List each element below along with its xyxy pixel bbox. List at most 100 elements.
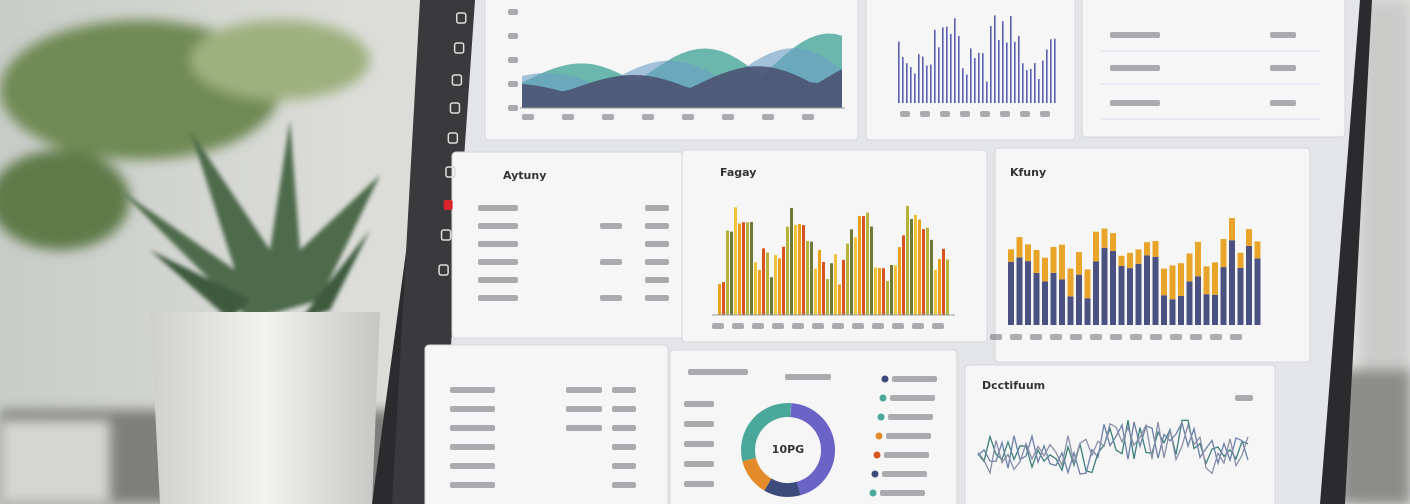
text-placeholder	[566, 387, 602, 393]
bar	[802, 225, 805, 315]
bar	[1178, 295, 1184, 325]
bar	[910, 219, 913, 315]
text-placeholder	[602, 114, 614, 120]
bar	[922, 56, 924, 103]
bar	[970, 48, 972, 103]
text-placeholder	[1040, 111, 1050, 117]
bar	[1059, 244, 1065, 280]
text-placeholder	[684, 401, 714, 407]
bar	[1237, 252, 1244, 268]
bar	[1050, 272, 1057, 325]
bar	[902, 57, 904, 103]
bar	[1093, 261, 1099, 325]
text-placeholder	[478, 223, 518, 229]
bar	[770, 277, 773, 315]
bar	[1254, 241, 1261, 259]
text-placeholder	[1030, 334, 1042, 340]
bar	[842, 259, 845, 315]
bar	[786, 226, 789, 315]
sidebar-icon	[447, 132, 459, 144]
bar	[1010, 16, 1012, 103]
text-placeholder	[940, 111, 950, 117]
text-placeholder	[478, 241, 518, 247]
text-placeholder	[1270, 32, 1296, 38]
bar	[1076, 274, 1082, 325]
text-placeholder	[890, 395, 935, 401]
text-placeholder	[712, 323, 724, 329]
text-placeholder	[1210, 334, 1222, 340]
bar	[978, 52, 980, 103]
text-placeholder	[508, 33, 518, 39]
text-placeholder	[732, 323, 744, 329]
legend-dot	[873, 451, 881, 459]
bar	[974, 58, 976, 103]
legend-dot	[879, 394, 887, 402]
bar	[810, 241, 813, 315]
bar	[1246, 245, 1252, 325]
bar	[998, 40, 1000, 103]
text-placeholder	[892, 323, 904, 329]
text-placeholder	[1010, 334, 1022, 340]
bar	[886, 281, 889, 315]
text-placeholder	[1000, 111, 1010, 117]
area	[522, 66, 842, 108]
text-placeholder	[645, 295, 669, 301]
bar	[878, 267, 881, 315]
bar	[1025, 244, 1031, 262]
text-placeholder	[1150, 334, 1162, 340]
bar	[754, 262, 757, 315]
bar	[858, 215, 861, 315]
bar	[990, 26, 992, 104]
bar	[1038, 78, 1040, 103]
legend-dot	[875, 432, 883, 440]
bar	[930, 239, 933, 315]
bar	[1161, 268, 1167, 296]
bar	[918, 54, 920, 103]
bar	[746, 222, 749, 315]
bar	[1110, 233, 1116, 252]
bar	[926, 227, 929, 315]
donut-segment	[789, 403, 835, 496]
bar	[1203, 266, 1210, 295]
panel-title: Kfuny	[1010, 166, 1046, 179]
bar	[1025, 261, 1031, 325]
bar	[1152, 256, 1159, 325]
bar	[966, 74, 968, 103]
sidebar-icon	[455, 12, 467, 24]
text-placeholder	[450, 482, 495, 488]
donut-segment	[742, 457, 772, 491]
bar	[766, 252, 769, 315]
text-placeholder	[478, 295, 518, 301]
bar	[882, 268, 885, 315]
text-placeholder	[1110, 334, 1122, 340]
bar	[1018, 35, 1020, 103]
panel	[424, 344, 669, 504]
text-placeholder	[802, 114, 814, 120]
text-placeholder	[508, 105, 518, 111]
text-placeholder	[1050, 334, 1062, 340]
text-placeholder	[612, 482, 636, 488]
text-placeholder	[645, 223, 669, 229]
text-placeholder	[450, 406, 495, 412]
bar	[942, 248, 945, 315]
donut-center: 10PG	[772, 443, 804, 456]
text-placeholder	[1090, 334, 1102, 340]
text-placeholder	[920, 111, 930, 117]
bar	[918, 219, 921, 315]
bar	[906, 63, 908, 103]
text-placeholder	[612, 425, 636, 431]
text-placeholder	[478, 205, 518, 211]
bar	[1161, 295, 1167, 325]
bar	[1169, 299, 1176, 325]
bar	[938, 47, 940, 103]
bar	[930, 64, 932, 103]
bar	[898, 41, 900, 103]
bar	[934, 29, 936, 103]
bar	[866, 212, 869, 315]
bar	[1042, 60, 1044, 103]
text-placeholder	[1270, 100, 1296, 106]
bar	[734, 207, 737, 315]
bar	[742, 222, 745, 315]
text-placeholder	[562, 114, 574, 120]
bar	[1186, 253, 1193, 282]
